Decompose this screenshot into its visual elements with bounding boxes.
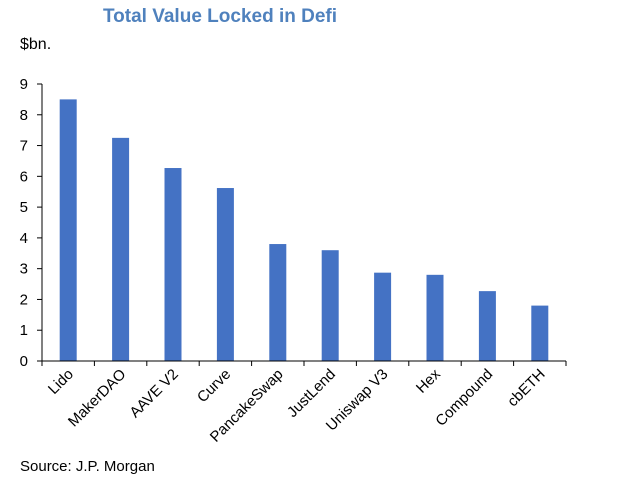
- y-tick-label: 3: [20, 261, 28, 278]
- bar-pancakeswap: [269, 244, 287, 361]
- y-tick-label: 8: [20, 107, 28, 124]
- x-tick-label: AAVE V2: [126, 366, 181, 421]
- y-tick-label: 6: [20, 168, 28, 185]
- bar-uniswap-v3: [374, 272, 392, 361]
- bar-cbeth: [531, 305, 549, 361]
- x-tick-label: Curve: [194, 366, 234, 406]
- x-tick-label: Compound: [432, 366, 496, 430]
- chart-title: Total Value Locked in Defi: [102, 6, 338, 27]
- x-tick-label: Lido: [45, 366, 77, 398]
- y-tick-label: 2: [20, 291, 28, 308]
- bar-hex: [426, 274, 444, 361]
- y-tick-label: 7: [20, 138, 28, 155]
- bar-compound: [478, 291, 496, 361]
- y-tick-label: 5: [20, 199, 28, 216]
- bar-justlend: [321, 250, 339, 361]
- bar-aave-v2: [164, 168, 182, 361]
- bar-curve: [216, 188, 234, 361]
- bars-group: [59, 99, 549, 361]
- bar-makerdao: [112, 137, 130, 361]
- x-tick-label: Hex: [413, 365, 444, 396]
- source-note: Source: J.P. Morgan: [20, 458, 155, 475]
- y-axis: 0 1 2 3 4 5 6 7 8 9: [20, 76, 43, 370]
- y-tick-label: 9: [20, 76, 28, 93]
- bar-lido: [59, 99, 77, 361]
- y-tick-label: 4: [20, 230, 28, 247]
- x-tick-label: cbETH: [504, 366, 548, 410]
- y-tick-label: 1: [20, 322, 28, 339]
- y-tick-label: 0: [20, 353, 28, 370]
- y-axis-unit-label: $bn.: [20, 36, 52, 53]
- x-tick-label: JustLend: [284, 366, 339, 421]
